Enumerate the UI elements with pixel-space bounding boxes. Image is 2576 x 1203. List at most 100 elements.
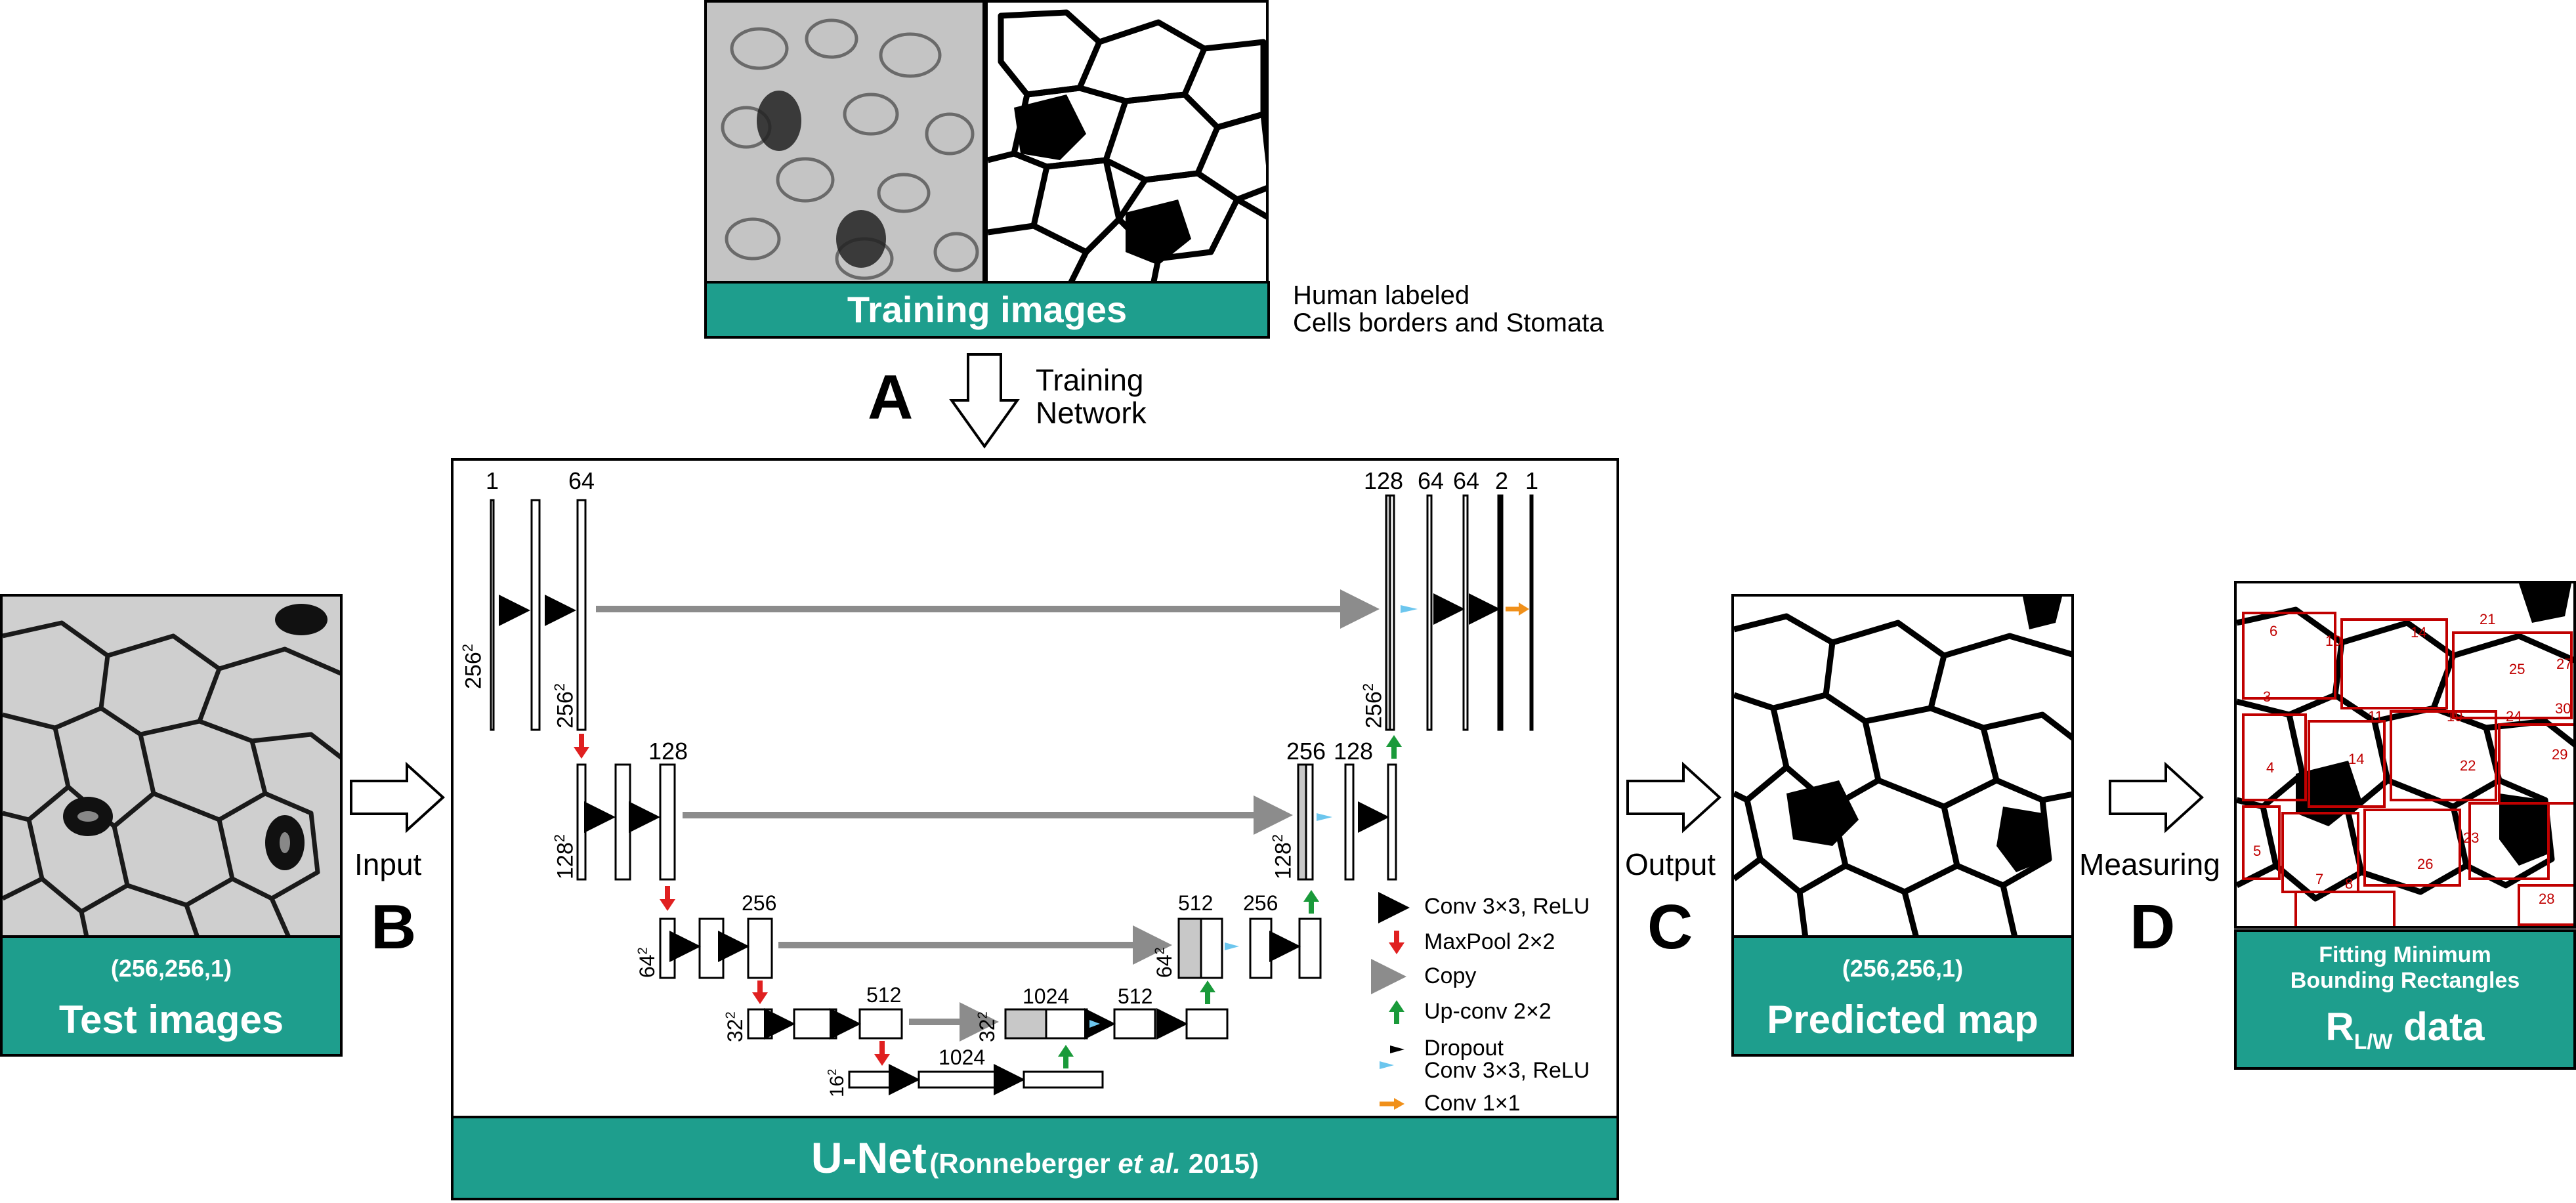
layer-d3-copy xyxy=(1177,918,1202,979)
ch-d2-128: 128 xyxy=(1334,738,1374,765)
legend-conv1x1: Conv 1×1 xyxy=(1424,1091,1521,1116)
cell-num-21: 21 xyxy=(2480,611,2496,627)
ch-l4-512: 512 xyxy=(866,983,902,1007)
size-256-enc: 2562 xyxy=(459,644,486,689)
size-64-dec: 642 xyxy=(1152,947,1176,978)
human-labeled-note-1: Human labeled xyxy=(1293,281,1470,310)
bbox-8 xyxy=(2242,805,2281,880)
unet-citation: (Ronneberger et al. 2015) xyxy=(929,1148,1259,1179)
layer-d1-conv2 xyxy=(1462,494,1469,731)
predicted-caption-box: (256,256,1) Predicted map xyxy=(1731,935,2074,1057)
step-a-letter: A xyxy=(868,362,914,433)
maxpool-arrow-1 xyxy=(574,734,589,759)
ch-d1-1: 1 xyxy=(1525,467,1539,494)
rlw-caption-box: Fitting Minimum Bounding Rectangles RL/W… xyxy=(2234,929,2576,1070)
layer-d4-conv1 xyxy=(1113,1008,1156,1040)
upconv-arrow-4 xyxy=(1386,735,1402,759)
maxpool-arrow-4 xyxy=(874,1041,890,1066)
cell-num-22: 22 xyxy=(2460,757,2476,774)
layer-d1-upconv xyxy=(1389,494,1395,731)
layer-l5-conv1 xyxy=(918,1070,999,1089)
layer-l5-pool xyxy=(848,1070,891,1089)
rlw-data-label: RL/W data xyxy=(2325,1005,2485,1053)
test-image xyxy=(0,594,343,940)
bbox-13 xyxy=(2294,891,2396,926)
ch-d2-256: 256 xyxy=(1286,738,1326,765)
ch-d3-512: 512 xyxy=(1178,891,1214,915)
cell-num-30: 30 xyxy=(2555,700,2571,717)
cell-num-11: 14 xyxy=(2348,751,2365,767)
bbox-3 xyxy=(2452,631,2573,719)
layer-d4-conv2 xyxy=(1185,1008,1229,1040)
predicted-map-caption: Predicted map xyxy=(1767,998,2038,1042)
cell-num-7: 7 xyxy=(2315,871,2324,887)
predicted-map-cells xyxy=(1734,597,2071,938)
size-64-enc: 642 xyxy=(635,947,659,978)
citation-prefix: (Ronneberger xyxy=(929,1148,1118,1179)
layer-d3-conv2 xyxy=(1298,918,1322,979)
upconv-arrow-3 xyxy=(1303,890,1319,914)
layer-l1-conv1 xyxy=(530,499,541,731)
unet-title: U-Net xyxy=(811,1133,927,1182)
training-raw-texture xyxy=(707,3,982,286)
training-network-label-1: Training xyxy=(1036,363,1144,397)
citation-etal: et al. xyxy=(1118,1148,1181,1179)
predicted-map-image xyxy=(1731,594,2074,940)
training-network-label-2: Network xyxy=(1036,396,1147,430)
size-128-dec: 1282 xyxy=(1269,834,1296,879)
cell-num-19: 19 xyxy=(2447,708,2463,725)
maxpool-arrow-2 xyxy=(660,886,675,911)
layer-l5-conv2 xyxy=(1023,1070,1104,1089)
bbox-6 xyxy=(2390,710,2497,801)
layer-l2-pool xyxy=(576,763,587,881)
layer-d4-copy xyxy=(1004,1008,1047,1040)
ch-l3-256: 256 xyxy=(742,891,777,915)
ch-d4-1024: 1024 xyxy=(1023,984,1070,1008)
step-b-letter: B xyxy=(371,892,417,962)
output-label: Output xyxy=(1625,847,1716,881)
ch-d4-512: 512 xyxy=(1118,984,1153,1008)
bbox-5 xyxy=(2308,720,2386,808)
legend-maxpool: MaxPool 2×2 xyxy=(1424,929,1555,954)
layer-d2-conv2 xyxy=(1387,763,1397,881)
test-image-texture xyxy=(3,597,340,938)
maxpool-arrow-3 xyxy=(752,981,768,1004)
layer-l4-conv2 xyxy=(858,1008,903,1040)
training-label-image xyxy=(985,0,1269,289)
step-c-letter: C xyxy=(1647,892,1693,962)
legend-conv-relu-2: Conv 3×3, ReLU xyxy=(1424,1058,1590,1083)
upconv-arrow-1 xyxy=(1058,1045,1074,1068)
layer-d2-upconv xyxy=(1305,763,1314,881)
ch-d1-2: 2 xyxy=(1495,467,1509,494)
cell-num-28: 28 xyxy=(2539,891,2555,907)
layer-d1-output xyxy=(1529,494,1534,731)
dropout-arrow-d4 xyxy=(1089,1020,1100,1028)
upconv-arrow-2 xyxy=(1200,981,1215,1004)
bbox-4 xyxy=(2242,713,2307,801)
layer-l3-pool xyxy=(659,918,676,979)
layer-d3-conv1 xyxy=(1249,918,1273,979)
layer-l1-conv2 xyxy=(576,499,587,731)
ch-d1-64b: 64 xyxy=(1453,467,1480,494)
legend-copy: Copy xyxy=(1424,963,1477,988)
test-shape-label: (256,256,1) xyxy=(110,955,232,982)
dropout-arrow-d2 xyxy=(1317,813,1332,821)
cell-num-24: 24 xyxy=(2506,708,2522,725)
layer-l1-input xyxy=(490,499,495,731)
test-images-caption-box: (256,256,1) Test images xyxy=(0,935,343,1057)
layer-l2-conv1 xyxy=(614,763,631,881)
cell-num-4: 4 xyxy=(2266,759,2275,776)
size-32-dec: 322 xyxy=(975,1011,999,1042)
training-label-cells xyxy=(988,9,1266,286)
layer-l4-conv1 xyxy=(793,1008,837,1040)
size-128-enc: 1282 xyxy=(551,834,578,879)
dropout-arrow-d1 xyxy=(1401,605,1418,613)
layer-l3-conv2 xyxy=(747,918,773,979)
cell-num-6: 6 xyxy=(2270,623,2278,639)
legend-dropout: Dropout xyxy=(1424,1036,1504,1061)
bounding-rect-cells xyxy=(2237,583,2573,926)
rlw-caption-2: Bounding Rectangles xyxy=(2290,968,2520,993)
cell-num-8: 8 xyxy=(2345,876,2354,892)
bbox-11 xyxy=(2468,802,2550,880)
